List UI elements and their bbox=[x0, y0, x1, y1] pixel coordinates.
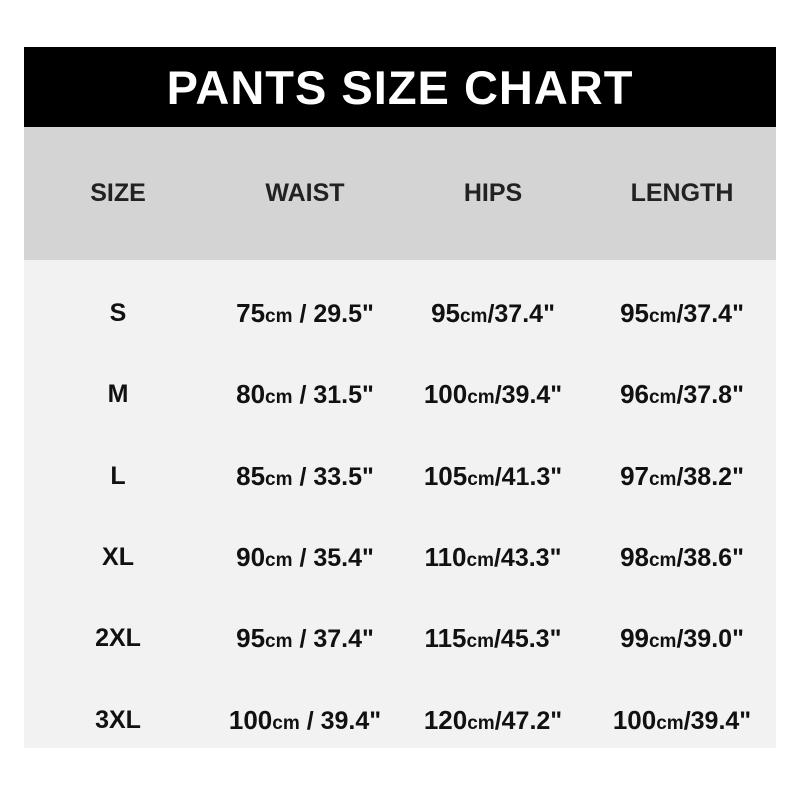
hips-inch-value: /39.4" bbox=[494, 381, 563, 410]
hips-cell: 120cm/47.2" bbox=[424, 705, 562, 736]
size-cell: S bbox=[109, 299, 127, 328]
waist-inch-value: / 33.5" bbox=[292, 462, 374, 491]
hips-cell: 115cm/45.3" bbox=[425, 623, 562, 654]
hips-inch-value: /45.3" bbox=[493, 625, 562, 654]
waist-unit: cm bbox=[265, 387, 293, 409]
length-unit: cm bbox=[648, 631, 677, 653]
waist-unit: cm bbox=[265, 631, 293, 653]
hips-cell: 105cm/41.3" bbox=[424, 461, 562, 492]
waist-cell: 90cm / 35.4" bbox=[236, 542, 374, 573]
hips-cm-value: 115 bbox=[424, 623, 467, 654]
hips-inch-value: /37.4" bbox=[487, 300, 555, 329]
length-inch-value: /37.4" bbox=[676, 300, 744, 329]
waist-inch-value: / 35.4" bbox=[292, 544, 374, 573]
length-inch-value: /38.6" bbox=[676, 544, 744, 573]
waist-cm-value: 80 bbox=[236, 379, 266, 410]
waist-cell: 75cm / 29.5" bbox=[236, 298, 374, 329]
header-hips: HIPS bbox=[463, 179, 523, 207]
table-row: 3XL 100cm / 39.4" 120cm/47.2" 100cm/39.4" bbox=[24, 679, 776, 760]
size-cell: 3XL bbox=[95, 705, 141, 734]
waist-cell: 85cm / 33.5" bbox=[236, 461, 374, 492]
hips-unit: cm bbox=[466, 550, 494, 572]
hips-cell: 95cm/37.4" bbox=[431, 298, 555, 329]
header-row: SIZE WAIST HIPS LENGTH bbox=[24, 127, 776, 260]
waist-cell: 100cm / 39.4" bbox=[229, 705, 381, 736]
length-unit: cm bbox=[648, 468, 677, 490]
hips-inch-value: /43.3" bbox=[493, 544, 562, 573]
waist-cm-value: 95 bbox=[236, 623, 266, 654]
hips-unit: cm bbox=[467, 468, 495, 490]
table-row: S 75cm / 29.5" 95cm/37.4" 95cm/37.4" bbox=[24, 273, 776, 354]
length-cm-value: 96 bbox=[620, 379, 649, 410]
hips-cm-value: 110 bbox=[424, 542, 467, 573]
length-cm-value: 97 bbox=[620, 460, 649, 491]
waist-unit: cm bbox=[272, 712, 300, 734]
table-row: L 85cm / 33.5" 105cm/41.3" 97cm/38.2" bbox=[24, 436, 776, 517]
length-unit: cm bbox=[656, 712, 684, 734]
length-unit: cm bbox=[648, 306, 677, 328]
length-cell: 96cm/37.8" bbox=[620, 379, 744, 410]
table-row: XL 90cm / 35.4" 110cm/43.3" 98cm/38.6" bbox=[24, 517, 776, 598]
waist-inch-value: / 37.4" bbox=[292, 625, 374, 654]
waist-inch-value: / 39.4" bbox=[299, 706, 382, 735]
header-waist: WAIST bbox=[265, 179, 345, 207]
length-inch-value: /37.8" bbox=[676, 381, 744, 410]
waist-unit: cm bbox=[265, 306, 293, 328]
hips-inch-value: /47.2" bbox=[494, 706, 563, 735]
table-row: 2XL 95cm / 37.4" 115cm/45.3" 99cm/39.0" bbox=[24, 598, 776, 679]
waist-unit: cm bbox=[265, 468, 293, 490]
table-body: S 75cm / 29.5" 95cm/37.4" 95cm/37.4" M 80cm /… bbox=[24, 260, 776, 748]
hips-cm-value: 105 bbox=[423, 460, 468, 491]
length-unit: cm bbox=[648, 550, 677, 572]
hips-unit: cm bbox=[459, 306, 488, 328]
length-cm-value: 99 bbox=[620, 623, 649, 654]
size-cell: XL bbox=[102, 543, 134, 572]
length-inch-value: /39.4" bbox=[683, 706, 752, 735]
length-cell: 99cm/39.0" bbox=[620, 623, 744, 654]
header-size: SIZE bbox=[90, 179, 146, 207]
hips-cell: 110cm/43.3" bbox=[425, 542, 562, 573]
waist-cm-value: 90 bbox=[236, 542, 266, 573]
hips-cell: 100cm/39.4" bbox=[424, 379, 562, 410]
length-inch-value: /38.2" bbox=[676, 462, 744, 491]
waist-cm-value: 100 bbox=[228, 704, 273, 735]
length-cm-value: 98 bbox=[620, 542, 649, 573]
hips-unit: cm bbox=[467, 712, 495, 734]
length-cell: 97cm/38.2" bbox=[620, 461, 744, 492]
chart-title: PANTS SIZE CHART bbox=[24, 47, 776, 127]
length-inch-value: /39.0" bbox=[676, 625, 744, 654]
header-length: LENGTH bbox=[630, 179, 734, 207]
length-cm-value: 100 bbox=[612, 704, 657, 735]
length-cm-value: 95 bbox=[620, 298, 649, 329]
waist-cell: 80cm / 31.5" bbox=[236, 379, 374, 410]
hips-unit: cm bbox=[466, 631, 494, 653]
length-cell: 100cm/39.4" bbox=[613, 705, 751, 736]
size-cell: M bbox=[107, 380, 129, 409]
table-row: M 80cm / 31.5" 100cm/39.4" 96cm/37.8" bbox=[24, 354, 776, 435]
size-cell: L bbox=[110, 461, 126, 490]
length-unit: cm bbox=[648, 387, 677, 409]
waist-cm-value: 85 bbox=[236, 460, 266, 491]
hips-cm-value: 120 bbox=[423, 704, 468, 735]
waist-unit: cm bbox=[265, 550, 293, 572]
hips-cm-value: 95 bbox=[431, 298, 460, 329]
size-chart-table: PANTS SIZE CHART SIZE WAIST HIPS LENGTH … bbox=[24, 47, 776, 748]
waist-inch-value: / 29.5" bbox=[292, 300, 374, 329]
hips-inch-value: /41.3" bbox=[494, 462, 563, 491]
size-cell: 2XL bbox=[95, 624, 141, 653]
hips-cm-value: 100 bbox=[423, 379, 468, 410]
waist-cm-value: 75 bbox=[236, 298, 266, 329]
length-cell: 95cm/37.4" bbox=[620, 298, 744, 329]
length-cell: 98cm/38.6" bbox=[620, 542, 744, 573]
hips-unit: cm bbox=[467, 387, 495, 409]
waist-cell: 95cm / 37.4" bbox=[236, 623, 374, 654]
waist-inch-value: / 31.5" bbox=[292, 381, 374, 410]
